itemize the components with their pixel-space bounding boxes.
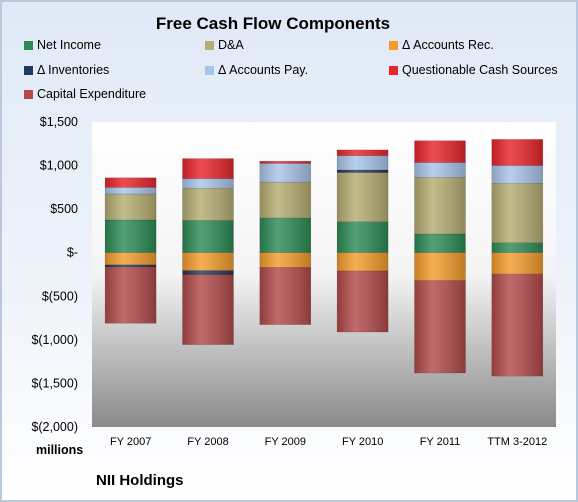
chart-title: Free Cash Flow Components: [155, 14, 391, 33]
bar-shading: [105, 187, 157, 194]
bar-shading: [414, 177, 466, 234]
bar-shading: [337, 221, 389, 253]
bar-shading: [182, 270, 234, 275]
legend-swatch: [205, 41, 214, 50]
bar-shading: [259, 267, 311, 325]
y-tick-label: $(500): [42, 289, 78, 303]
x-tick-label: TTM 3-2012: [487, 436, 547, 448]
legend-item-3: Δ Inventories: [24, 63, 109, 77]
y-tick-label: $1,000: [40, 159, 78, 173]
bar-shading: [491, 139, 543, 166]
bar-shading: [259, 161, 311, 164]
legend-label: Net Income: [37, 38, 101, 52]
legend-item-2: Δ Accounts Rec.: [389, 38, 494, 52]
bar-shading: [259, 252, 311, 268]
bar-shading: [414, 162, 466, 178]
y-tick-label: $1,500: [40, 115, 78, 129]
bar-shading: [182, 252, 234, 271]
bar-shading: [337, 271, 389, 332]
units-label: millions: [36, 443, 84, 457]
x-tick-label: FY 2009: [265, 436, 306, 448]
bar-shading: [414, 234, 466, 253]
bar-shading: [182, 178, 234, 189]
legend-label: Δ Accounts Rec.: [402, 38, 494, 52]
bar-shading: [259, 182, 311, 218]
legend-swatch: [24, 90, 33, 99]
legend-label: Questionable Cash Sources: [402, 63, 558, 77]
legend-item-5: Questionable Cash Sources: [389, 63, 558, 77]
bar-shading: [491, 165, 543, 184]
x-tick-label: FY 2007: [110, 436, 151, 448]
legend-item-0: Net Income: [24, 38, 101, 52]
bar-shading: [105, 193, 157, 220]
y-tick-label: $500: [50, 202, 78, 216]
legend-item-4: Δ Accounts Pay.: [205, 63, 308, 77]
y-tick-label: $(1,500): [31, 376, 78, 390]
bar-shading: [182, 274, 234, 345]
bar-shading: [337, 172, 389, 222]
bar-shading: [414, 280, 466, 373]
legend-swatch: [24, 66, 33, 75]
bar-shading: [259, 217, 311, 253]
bar-shading: [337, 169, 389, 173]
y-tick-label: $(1,000): [31, 333, 78, 347]
company-name: NII Holdings: [96, 472, 184, 489]
legend-label: Δ Accounts Pay.: [218, 63, 309, 77]
bar-shading: [105, 267, 157, 324]
bar-shading: [182, 188, 234, 221]
x-tick-label: FY 2008: [187, 436, 228, 448]
bar-shading: [414, 252, 466, 281]
x-tick-label: FY 2011: [420, 436, 461, 448]
bar-shading: [337, 155, 389, 170]
legend-label: Capital Expenditure: [37, 87, 147, 101]
legend-swatch: [389, 41, 398, 50]
legend-swatch: [24, 41, 33, 50]
legend-swatch: [389, 66, 398, 75]
x-tick-label: FY 2010: [342, 436, 383, 448]
bar-shading: [182, 220, 234, 253]
y-tick-label: $(2,000): [31, 420, 78, 434]
bar-shading: [491, 242, 543, 253]
bar-shading: [491, 252, 543, 274]
plot-area: [92, 122, 556, 427]
legend-label: D&A: [218, 38, 244, 52]
bar-shading: [491, 274, 543, 377]
bar-shading: [182, 158, 234, 179]
y-tick-label: $-: [67, 246, 78, 260]
bar-shading: [259, 163, 311, 183]
bar-shading: [491, 183, 543, 243]
legend-label: Δ Inventories: [37, 63, 110, 77]
legend-swatch: [205, 66, 214, 75]
bar-shading: [414, 140, 466, 163]
bar-shading: [105, 252, 157, 265]
bar-shading: [337, 252, 389, 271]
bar-shading: [337, 149, 389, 156]
bar-shading: [105, 220, 157, 253]
legend-item-6: Capital Expenditure: [24, 87, 146, 101]
legend-item-1: D&A: [205, 38, 244, 52]
bar-shading: [105, 264, 157, 268]
bar-shading: [105, 177, 157, 188]
